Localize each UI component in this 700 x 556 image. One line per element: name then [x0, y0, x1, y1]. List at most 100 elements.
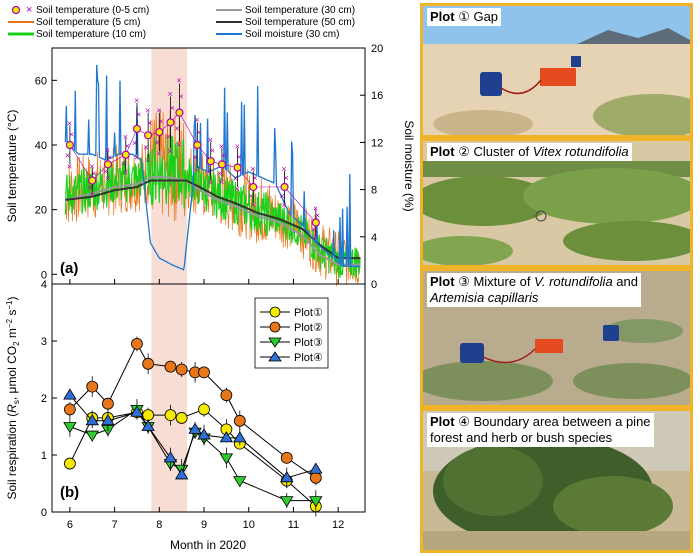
marker-cross: × [192, 152, 197, 162]
tick-label-b: 3 [41, 336, 47, 348]
tick-label-right-a: 4 [371, 232, 377, 244]
marker-temp-0-5cm [166, 118, 175, 127]
marker-cross: × [147, 118, 152, 128]
series-temp-30cm [65, 176, 361, 266]
marker-plot2 [101, 397, 114, 410]
marker-cross: × [105, 174, 110, 184]
tick-label-b: 2 [41, 393, 47, 405]
marker-plot4 [280, 471, 294, 483]
photo-plot1-gap [423, 6, 690, 135]
marker-plot1 [142, 409, 155, 422]
marker-cross: × [123, 167, 128, 177]
marker-plot4 [63, 388, 77, 400]
marker-plot2 [198, 366, 210, 379]
marker-plot4 [219, 431, 234, 443]
marker-cross: × [145, 105, 150, 115]
tick-label-x: 9 [201, 519, 207, 531]
marker-plot1 [63, 457, 76, 470]
legend-marker-cross: × [26, 4, 32, 16]
photo-panel-plot2: Plot ② Cluster of Vitex rotundifolia [420, 138, 693, 268]
marker-cross: × [194, 165, 199, 175]
ylabel-right-a: Soil moisture (%) [402, 120, 416, 211]
marker-cross: × [154, 138, 159, 148]
legend-label-2: Soil temperature (5 cm) [36, 17, 140, 28]
plot-area-b [63, 336, 323, 517]
series-temp-0-5cm-line [69, 112, 317, 223]
marker-cross: × [313, 203, 318, 213]
marker-cross: × [158, 116, 163, 126]
marker-cross: × [208, 177, 213, 187]
marker-plot3 [309, 496, 323, 508]
marker-temp-0-5cm [132, 124, 142, 133]
marker-plot4 [309, 462, 323, 474]
marker-cross: × [105, 145, 110, 155]
photo-panel-plot4: Plot ④ Boundary area between a pine fores… [420, 408, 693, 553]
marker-plot2 [233, 414, 246, 427]
marker-cross: × [167, 146, 172, 156]
marker-cross: × [284, 173, 289, 183]
marker-cross: × [252, 173, 257, 183]
marker-cross: × [194, 115, 199, 125]
legend-label-plot3: Plot③ [294, 337, 323, 349]
xlabel-b: Month in 2020 [170, 538, 246, 552]
marker-cross: × [123, 132, 128, 142]
marker-plot2 [164, 360, 177, 373]
photo-plot2-vitex [423, 141, 690, 265]
marker-cross: × [233, 173, 238, 183]
marker-cross: × [280, 191, 285, 201]
marker-cross: × [235, 141, 240, 151]
marker-plot3 [63, 422, 77, 434]
marker-cross: × [91, 168, 96, 178]
legend-label-4: Soil temperature (10 cm) [36, 29, 146, 40]
marker-cross: × [89, 161, 94, 171]
photo-panel-plot3: Plot ③ Mixture of V. rotundifolia and Art… [420, 268, 693, 408]
legend-b: Plot① Plot② Plot③ Plot④ [254, 297, 329, 369]
marker-temp-0-5cm [217, 160, 227, 169]
tick-label-b: 1 [41, 450, 47, 462]
marker-cross: × [125, 141, 130, 151]
tick-label-x: 10 [243, 519, 255, 531]
marker-temp-0-5cm [155, 127, 164, 137]
photo-title-plot4: Plot ④ Boundary area between a pine fores… [427, 413, 654, 447]
marker-cross: × [250, 200, 255, 210]
tick-label-left-a: 0 [41, 269, 47, 281]
marker-cross: × [178, 92, 183, 102]
marker-cross: × [65, 151, 70, 161]
marker-cross: × [134, 152, 139, 162]
series-soil-moisture [64, 64, 361, 271]
marker-plot4 [197, 428, 211, 440]
marker-temp-0-5cm [65, 140, 74, 150]
marker-plot2 [86, 380, 99, 393]
legend-label-plot1: Plot① [294, 307, 323, 319]
tick-label-x: 6 [67, 519, 73, 531]
legend-label-0: Soil temperature (0-5 cm) [36, 5, 149, 16]
legend-marker-plot3 [268, 337, 282, 348]
marker-cross: × [217, 168, 222, 178]
tick-label-left-a: 40 [35, 140, 47, 152]
marker-temp-0-5cm [103, 160, 112, 169]
marker-plot3 [219, 453, 234, 465]
tick-label-x: 11 [288, 519, 299, 531]
marker-plot2 [175, 363, 188, 376]
tick-label-b: 4 [41, 279, 47, 291]
marker-plot2 [220, 389, 233, 402]
marker-cross: × [145, 155, 150, 165]
marker-cross: × [196, 128, 201, 138]
tick-label-x: 8 [156, 519, 162, 531]
marker-cross: × [87, 183, 92, 193]
marker-cross: × [206, 167, 211, 177]
marker-cross: × [313, 232, 318, 242]
marker-plot1 [164, 409, 177, 422]
marker-cross: × [176, 140, 181, 150]
marker-cross: × [210, 145, 215, 155]
marker-plot4 [163, 451, 178, 463]
legend-label-plot4: Plot④ [294, 352, 323, 364]
legend-marker-plot1 [269, 306, 281, 318]
marker-cross: × [219, 142, 224, 152]
tick-label-right-a: 0 [371, 279, 377, 291]
legend-marker-circle [11, 5, 21, 15]
marker-cross: × [89, 190, 94, 200]
marker-cross: × [176, 76, 181, 86]
marker-cross: × [282, 200, 287, 210]
marker-cross: × [143, 143, 148, 153]
